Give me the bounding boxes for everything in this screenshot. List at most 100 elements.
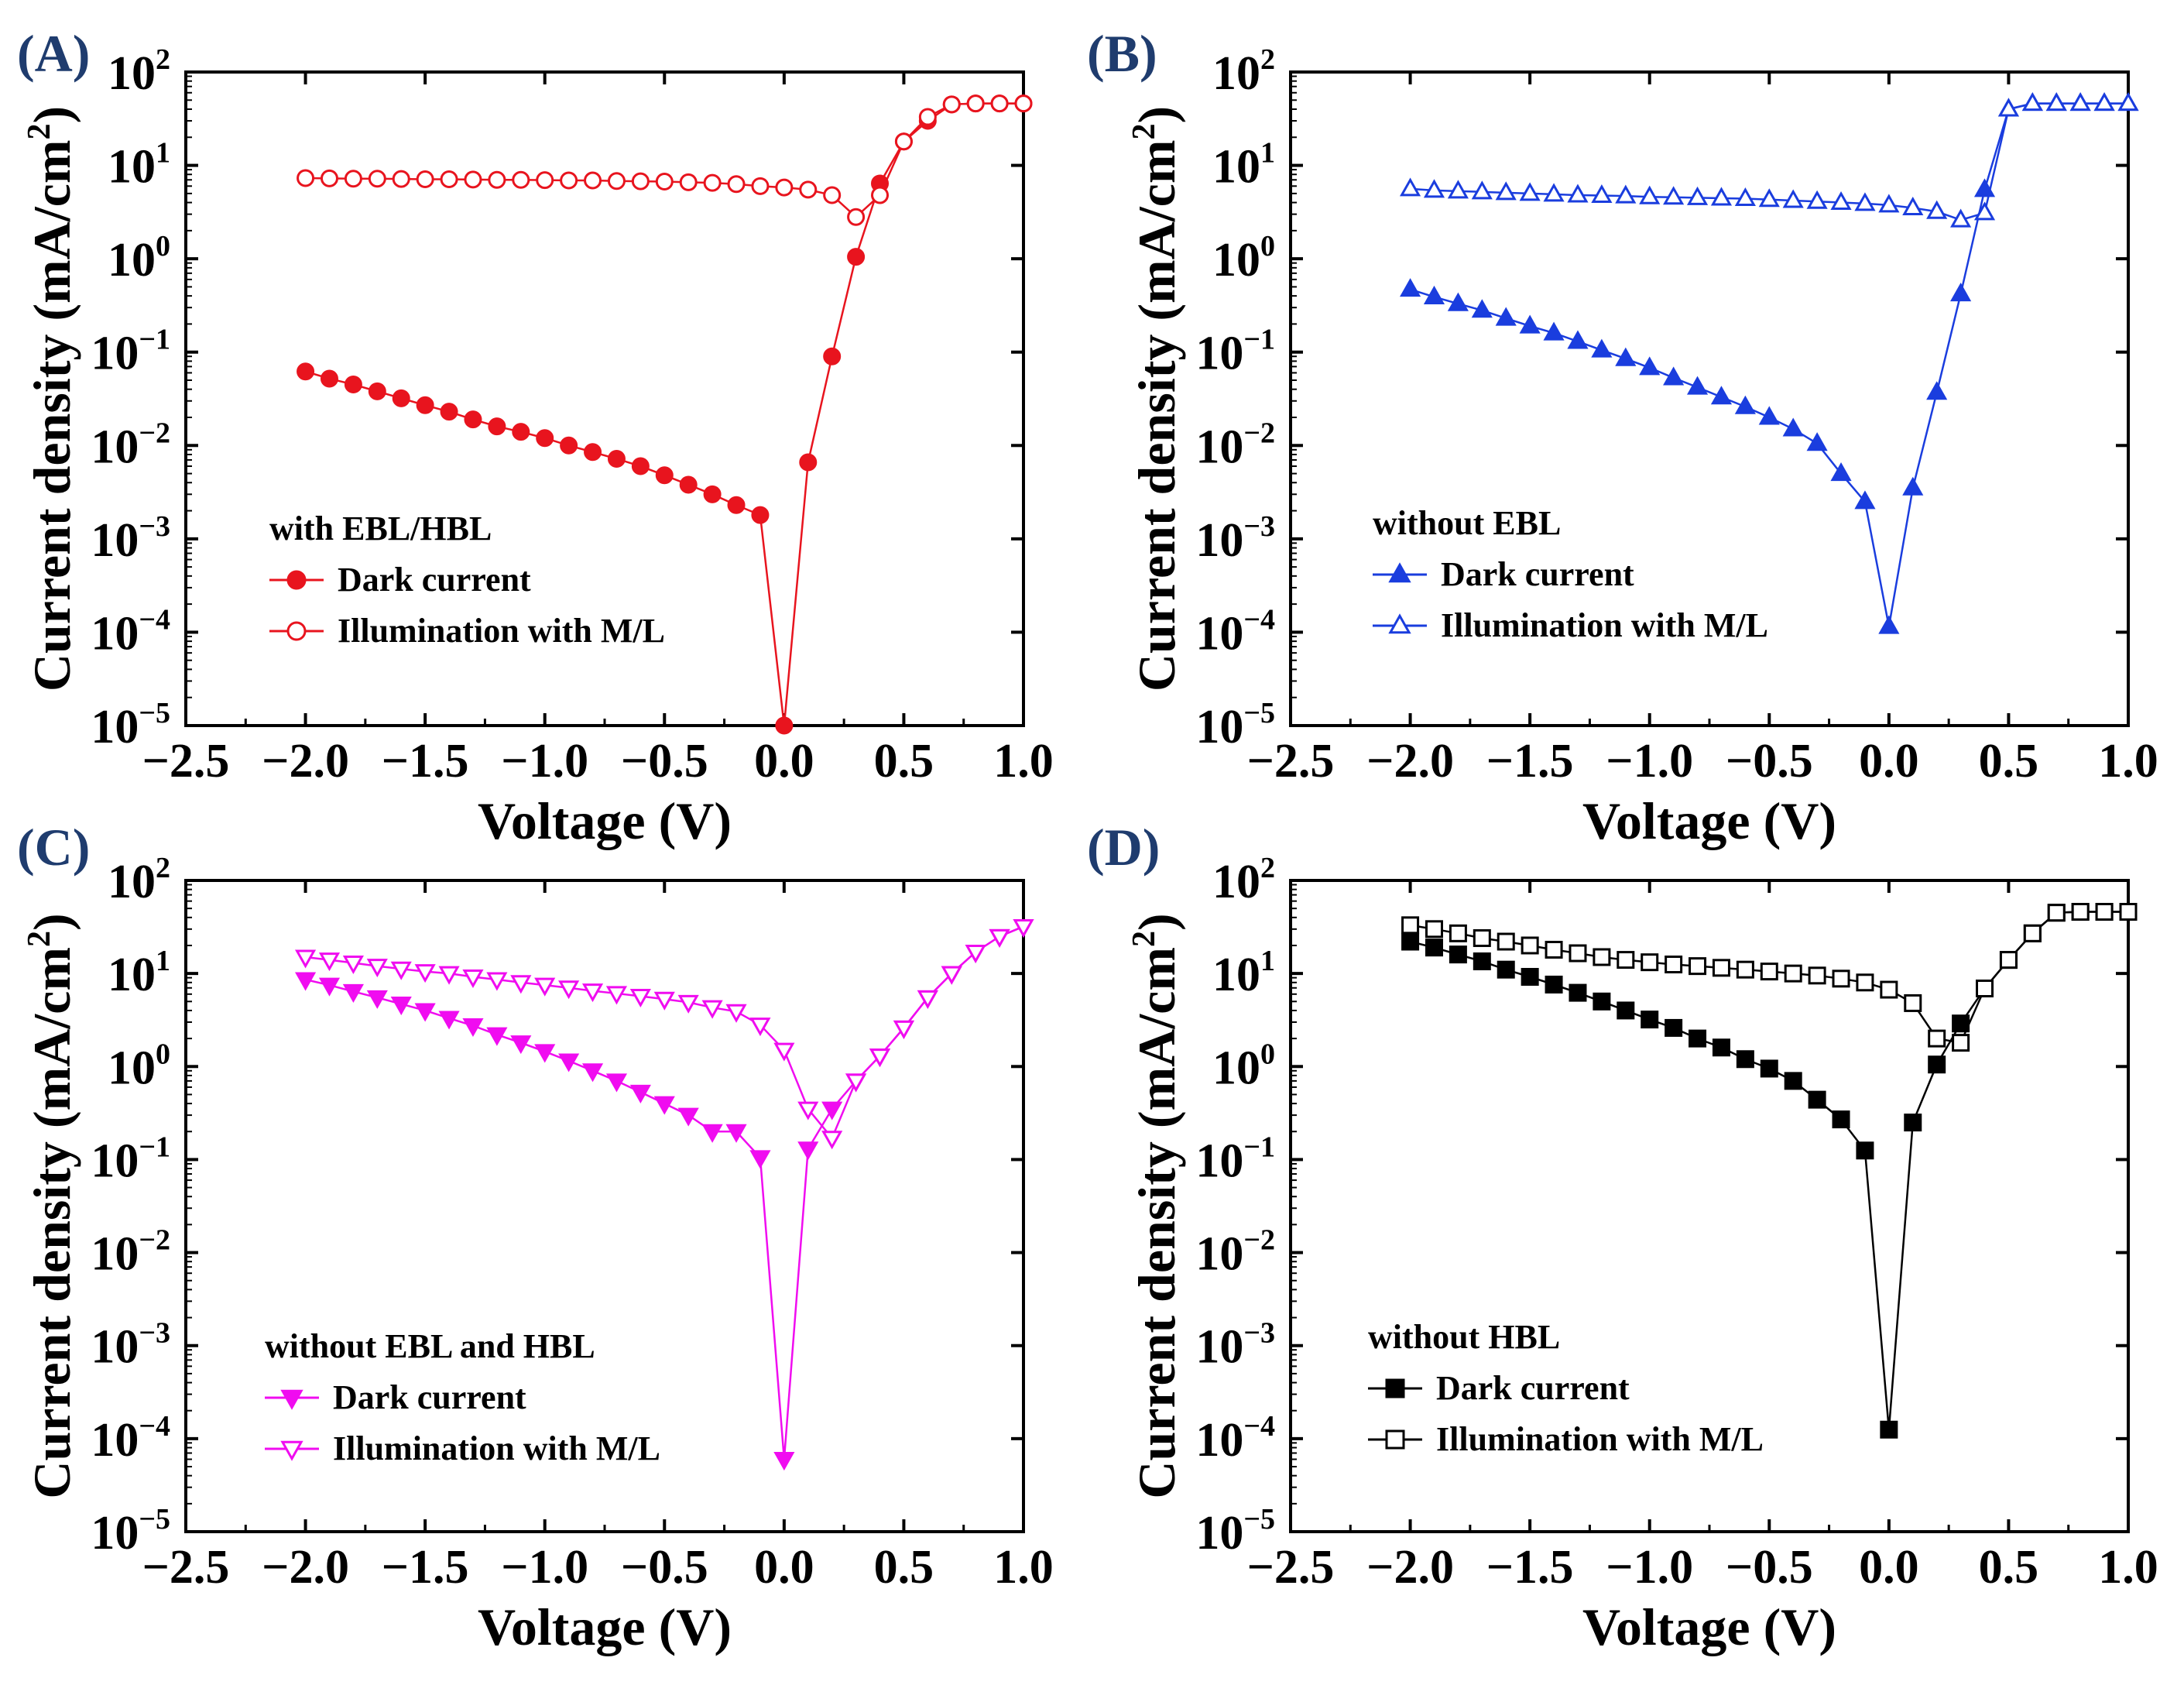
x-tick-label: −2.5 xyxy=(1247,1541,1335,1594)
x-axis-title: Voltage (V) xyxy=(478,1597,732,1656)
data-point-dark xyxy=(1593,992,1611,1011)
y-tick-label: 102 xyxy=(1212,43,1275,100)
x-tick-label: −0.5 xyxy=(621,1541,708,1594)
data-point-illumination xyxy=(1423,179,1445,198)
x-tick-label: −1.0 xyxy=(1606,1541,1693,1594)
y-tick-label: 100 xyxy=(108,230,170,287)
data-point-dark xyxy=(1784,1072,1802,1090)
y-tick-label: 10−5 xyxy=(1195,697,1275,753)
data-point-illumination xyxy=(440,170,458,189)
legend-entry-label: Illumination with M/L xyxy=(333,1429,660,1467)
data-point-dark xyxy=(1686,376,1709,395)
data-point-illumination xyxy=(847,208,866,226)
data-point-dark xyxy=(416,396,434,414)
data-point-illumination xyxy=(1830,190,1852,211)
data-point-illumination xyxy=(607,172,626,190)
data-point-illumination xyxy=(990,94,1009,113)
data-point-illumination xyxy=(1686,186,1709,205)
legend-title: with EBL/HBL xyxy=(269,510,492,547)
data-point-illumination xyxy=(1593,948,1611,966)
data-point-dark xyxy=(629,1084,651,1103)
data-point-illumination xyxy=(1854,192,1876,211)
data-point-dark xyxy=(799,453,818,472)
data-point-illumination xyxy=(965,944,986,964)
x-axis-title: Voltage (V) xyxy=(1582,1597,1836,1656)
x-axis-title: Voltage (V) xyxy=(1582,791,1836,850)
data-point-illumination xyxy=(1665,955,1683,973)
data-point-illumination xyxy=(392,170,410,188)
y-tick-label: 10−5 xyxy=(1195,1503,1275,1560)
x-tick-label: −1.0 xyxy=(1606,735,1693,788)
data-point-illumination xyxy=(1997,98,2019,117)
data-point-illumination xyxy=(653,991,675,1011)
data-point-illumination xyxy=(1880,980,1898,999)
data-point-dark xyxy=(462,1018,484,1038)
data-point-dark xyxy=(1567,330,1589,349)
data-point-dark xyxy=(1734,395,1756,414)
panel-label: (D) xyxy=(1087,818,1160,877)
x-axis-title: Voltage (V) xyxy=(478,791,732,850)
data-point-illumination xyxy=(2021,92,2043,112)
legend-marker xyxy=(1385,1378,1405,1398)
y-tick-label: 10−2 xyxy=(1195,1224,1275,1281)
legend-marker xyxy=(1388,613,1411,634)
data-point-illumination xyxy=(823,186,842,204)
data-point-illumination xyxy=(629,988,651,1008)
chart-panel-a: (A) −2.5 −2.0 −1.5 −1.0 −0.5 0.0 0.5 1.0 10−5 10−4… xyxy=(17,24,1054,850)
x-tick-label: 0.0 xyxy=(754,1541,814,1594)
data-point-illumination xyxy=(775,178,794,197)
data-point-dark xyxy=(1878,615,1900,634)
data-point-illumination xyxy=(2119,903,2138,921)
y-tick-label: 10−1 xyxy=(1195,324,1275,380)
data-point-dark xyxy=(1641,1011,1659,1029)
data-point-illumination xyxy=(1567,184,1589,203)
data-point-illumination xyxy=(1401,916,1420,935)
data-point-illumination xyxy=(414,964,436,983)
data-point-illumination xyxy=(1928,1029,1946,1048)
data-point-dark xyxy=(1830,462,1852,482)
y-tick-label: 101 xyxy=(108,945,170,1001)
y-tick-label: 10−3 xyxy=(91,1317,170,1374)
data-point-illumination xyxy=(942,95,961,114)
data-point-dark xyxy=(464,410,482,429)
data-point-illumination xyxy=(464,170,482,189)
legend-marker xyxy=(1385,1429,1405,1450)
data-point-illumination xyxy=(344,170,362,188)
data-point-dark xyxy=(488,417,506,436)
data-point-illumination xyxy=(1449,924,1467,942)
data-point-dark xyxy=(1926,381,1948,400)
data-point-dark xyxy=(1471,299,1493,318)
y-tick-label: 100 xyxy=(1212,1038,1275,1094)
legend-marker xyxy=(286,621,307,641)
data-point-illumination xyxy=(1808,966,1826,985)
data-point-illumination xyxy=(1497,932,1515,951)
series-line-illumination xyxy=(305,102,1023,218)
data-point-dark xyxy=(558,1053,580,1072)
data-point-illumination xyxy=(918,108,937,126)
legend-entry-label: Illumination with M/L xyxy=(1436,1420,1764,1458)
data-point-dark xyxy=(512,423,530,441)
data-point-dark xyxy=(1854,490,1876,510)
data-point-dark xyxy=(510,1035,532,1055)
x-tick-label: 1.0 xyxy=(993,735,1054,788)
data-point-illumination xyxy=(1013,918,1034,939)
data-point-dark xyxy=(344,376,362,394)
data-point-illumination xyxy=(390,961,412,980)
data-point-dark xyxy=(390,997,412,1016)
data-point-dark xyxy=(560,436,578,455)
data-point-illumination xyxy=(845,1073,867,1093)
data-point-dark xyxy=(1856,1141,1874,1160)
data-point-dark xyxy=(1904,1114,1922,1132)
legend-marker xyxy=(286,570,307,590)
legend-entry-label: Dark current xyxy=(1441,555,1634,593)
data-point-dark xyxy=(1425,939,1443,957)
data-point-illumination xyxy=(1495,181,1517,201)
y-tick-label: 10−3 xyxy=(1195,510,1275,567)
data-point-dark xyxy=(1473,952,1491,970)
data-point-dark xyxy=(1928,1055,1946,1074)
data-point-dark xyxy=(318,977,341,997)
data-point-illumination xyxy=(1760,963,1778,981)
data-point-dark xyxy=(1832,1110,1850,1129)
data-point-illumination xyxy=(1689,957,1707,976)
data-point-dark xyxy=(679,475,698,494)
